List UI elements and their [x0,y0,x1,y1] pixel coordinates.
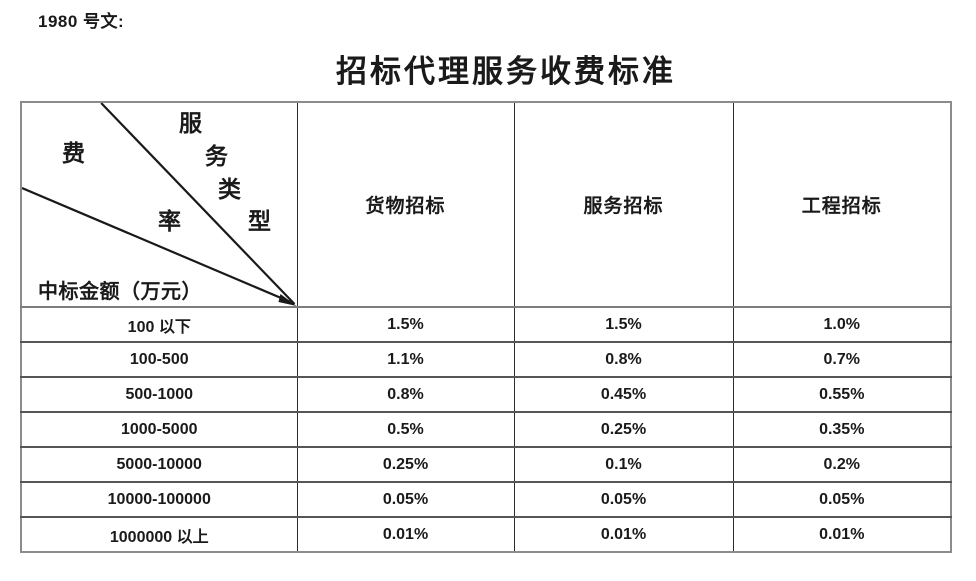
fee-value-cell: 0.5% [296,411,515,448]
table-row: 10000-100000 0.05% 0.05% 0.05% [20,481,952,518]
diag-char-service-3: 类 [218,177,241,202]
diag-char-service-2: 务 [205,144,228,169]
row-range-cell: 1000000 以上 [20,516,298,553]
fee-value-cell: 0.01% [513,516,734,553]
table-row: 100 以下 1.5% 1.5% 1.0% [20,306,952,343]
diag-char-rate: 率 [158,209,181,234]
fee-value-cell: 1.5% [513,306,734,343]
column-header-works: 工程招标 [732,101,952,308]
fee-value-cell: 0.8% [296,376,515,413]
fee-value-cell: 0.8% [513,341,734,378]
column-header-goods: 货物招标 [296,101,515,308]
fee-value-cell: 0.05% [732,481,952,518]
arrowhead-icon [278,294,297,306]
fee-value-cell: 0.1% [513,446,734,483]
table-row: 1000-5000 0.5% 0.25% 0.35% [20,411,952,448]
fee-value-cell: 1.0% [732,306,952,343]
fee-value-cell: 1.5% [296,306,515,343]
row-range-cell: 1000-5000 [20,411,298,448]
fee-value-cell: 0.25% [296,446,515,483]
fee-value-cell: 0.35% [732,411,952,448]
table-row: 500-1000 0.8% 0.45% 0.55% [20,376,952,413]
table-row: 5000-10000 0.25% 0.1% 0.2% [20,446,952,483]
row-range-cell: 10000-100000 [20,481,298,518]
fee-value-cell: 0.05% [513,481,734,518]
page-title: 招标代理服务收费标准 [336,54,676,89]
bid-amount-axis-label: 中标金额（万元） [38,281,202,303]
fee-value-cell: 0.01% [732,516,952,553]
fee-value-cell: 0.01% [296,516,515,553]
row-range-cell: 100 以下 [20,306,298,343]
diag-char-service-1: 服 [179,111,202,136]
table-row: 1000000 以上 0.01% 0.01% 0.01% [20,516,952,553]
fee-value-cell: 0.05% [296,481,515,518]
fee-value-cell: 1.1% [296,341,515,378]
diag-char-service-4: 型 [248,209,271,234]
row-range-cell: 5000-10000 [20,446,298,483]
fee-value-cell: 0.45% [513,376,734,413]
diagonal-header-cell: 服 务 类 型 费 率 中标金额（万元） [20,101,298,308]
row-range-cell: 500-1000 [20,376,298,413]
diag-char-fee: 费 [62,141,85,166]
row-range-cell: 100-500 [20,341,298,378]
doc-number-label: 1980 号文: [38,12,125,31]
table-row: 100-500 1.1% 0.8% 0.7% [20,341,952,378]
fee-value-cell: 0.2% [732,446,952,483]
fee-value-cell: 0.25% [513,411,734,448]
table-header-row: 服 务 类 型 费 率 中标金额（万元） 货物招标 服务招标 工程招标 [20,101,952,308]
fee-value-cell: 0.7% [732,341,952,378]
column-header-service: 服务招标 [513,101,734,308]
diagonal-lines [22,103,297,306]
fee-standard-table: 服 务 类 型 费 率 中标金额（万元） 货物招标 服务招标 工程招标 100 … [20,101,952,553]
fee-value-cell: 0.55% [732,376,952,413]
